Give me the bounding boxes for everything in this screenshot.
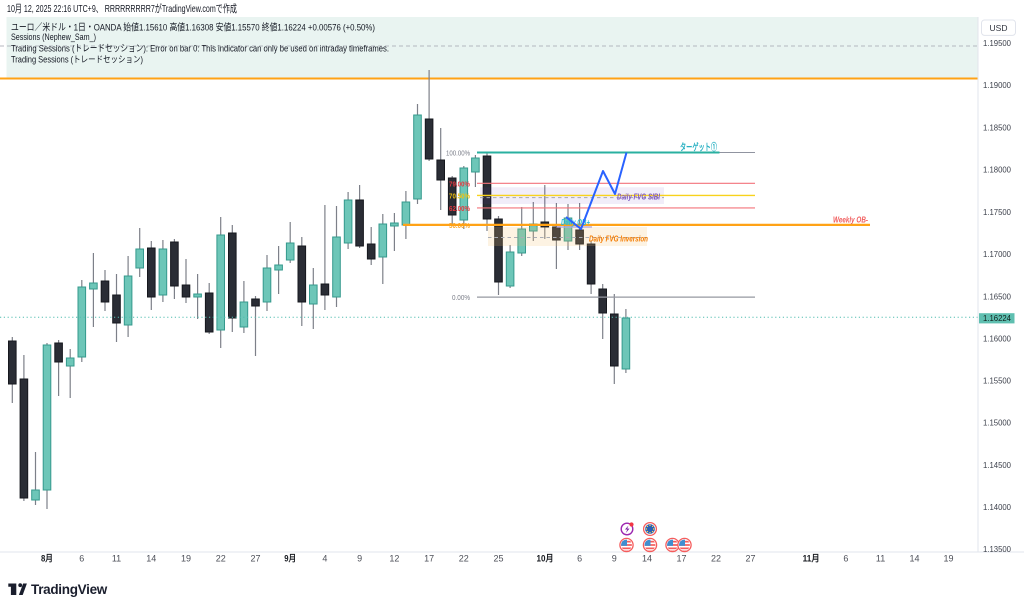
svg-text:0.00%: 0.00% <box>452 293 470 302</box>
svg-text:12: 12 <box>389 554 399 564</box>
svg-text:1.16224: 1.16224 <box>983 313 1011 323</box>
svg-text:11: 11 <box>112 554 121 564</box>
svg-text:10月: 10月 <box>537 554 554 564</box>
svg-text:1.19000: 1.19000 <box>983 80 1011 90</box>
svg-text:27: 27 <box>745 554 755 564</box>
svg-text:17: 17 <box>676 554 686 564</box>
svg-text:1.19500: 1.19500 <box>983 38 1011 48</box>
svg-text:1.15500: 1.15500 <box>983 376 1011 386</box>
svg-text:1.18500: 1.18500 <box>983 122 1011 132</box>
svg-text:Daily FVG SIBI: Daily FVG SIBI <box>617 193 661 202</box>
svg-text:14: 14 <box>146 554 156 564</box>
svg-text:27: 27 <box>250 554 260 564</box>
svg-text:1.16500: 1.16500 <box>983 291 1011 301</box>
svg-text:22: 22 <box>459 554 469 564</box>
svg-text:4: 4 <box>322 554 327 564</box>
svg-text:9月: 9月 <box>284 554 296 564</box>
svg-text:22: 22 <box>711 554 721 564</box>
svg-text:Weekly OB-: Weekly OB- <box>833 216 868 225</box>
svg-text:9: 9 <box>612 554 617 564</box>
svg-text:22: 22 <box>216 554 226 564</box>
svg-text:79.00%: 79.00% <box>449 179 470 188</box>
svg-text:1.18000: 1.18000 <box>983 165 1011 175</box>
svg-text:70.50%: 70.50% <box>449 192 470 201</box>
svg-text:1.15000: 1.15000 <box>983 418 1011 428</box>
svg-text:6: 6 <box>843 554 848 564</box>
svg-text:Sessions (Nephew_Sam_): Sessions (Nephew_Sam_) <box>11 32 96 42</box>
svg-text:1.16000: 1.16000 <box>983 334 1011 344</box>
svg-text:8月: 8月 <box>41 554 53 564</box>
svg-text:25: 25 <box>493 554 503 564</box>
svg-text:Trading Sessions (トレードセッション): Trading Sessions (トレードセッション) <box>11 55 143 65</box>
svg-text:11月: 11月 <box>803 554 820 564</box>
svg-text:100.00%: 100.00% <box>446 149 470 158</box>
svg-text:17: 17 <box>424 554 434 564</box>
svg-text:6: 6 <box>79 554 84 564</box>
svg-text:9: 9 <box>357 554 362 564</box>
svg-text:Daily OB+: Daily OB+ <box>561 218 590 227</box>
svg-text:19: 19 <box>181 554 191 564</box>
svg-text:1.14000: 1.14000 <box>983 502 1011 512</box>
svg-text:11: 11 <box>876 554 885 564</box>
svg-text:Daily FVG Inversion: Daily FVG Inversion <box>589 235 648 244</box>
svg-text:62.00%: 62.00% <box>449 204 470 213</box>
svg-text:Trading Sessions (トレードセッション):: Trading Sessions (トレードセッション): Error on b… <box>11 44 389 55</box>
svg-text:14: 14 <box>909 554 919 564</box>
svg-text:USD: USD <box>990 23 1008 33</box>
svg-text:ターゲット①: ターゲット① <box>680 142 717 154</box>
svg-text:ユーロ／米ドル・1日・OANDA 始値1.15610 高値: ユーロ／米ドル・1日・OANDA 始値1.15610 高値1.16308 安値1… <box>11 22 375 34</box>
svg-text:1.17000: 1.17000 <box>983 249 1011 259</box>
svg-text:1.17500: 1.17500 <box>983 207 1011 217</box>
svg-text:6: 6 <box>577 554 582 564</box>
svg-text:1.14500: 1.14500 <box>983 460 1011 470</box>
svg-text:10月 12, 2025 22:16 UTC+9、 RRRR: 10月 12, 2025 22:16 UTC+9、 RRRRRRRRR7がTra… <box>7 2 237 15</box>
svg-text:19: 19 <box>943 554 953 564</box>
svg-text:14: 14 <box>642 554 652 564</box>
svg-text:1.13500: 1.13500 <box>983 544 1011 554</box>
